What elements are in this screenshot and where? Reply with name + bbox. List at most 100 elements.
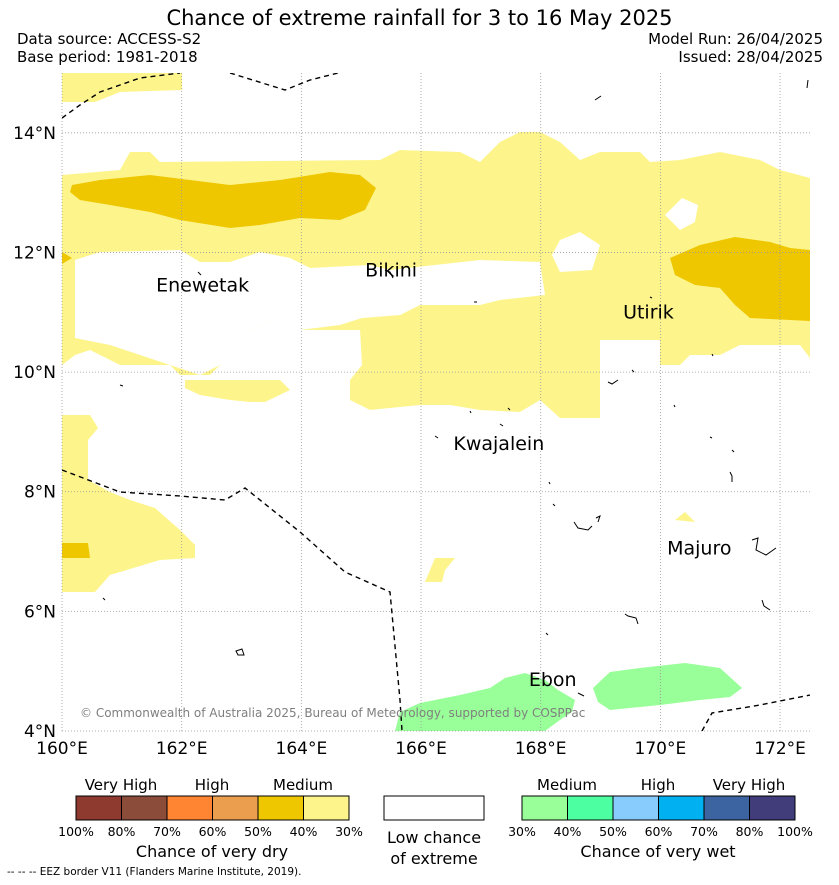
eez-border-south	[62, 469, 403, 731]
legend-dry-tick-label: 80%	[108, 824, 136, 839]
place-label-majuro: Majuro	[667, 538, 731, 560]
issued-label: Issued: 28/04/2025	[678, 48, 823, 66]
y-tick-label: 10°N	[13, 363, 56, 383]
eez-borders	[62, 73, 810, 731]
eez-border-north	[229, 73, 339, 91]
x-tick-labels: 160°E 162°E 164°E 166°E 168°E 170°E 172°E	[36, 739, 806, 759]
island-marker	[499, 423, 504, 427]
meta-right: Model Run: 26/04/2025 Issued: 28/04/2025	[648, 30, 823, 66]
island-marker	[545, 632, 549, 636]
place-labels: Enewetak Bikini Utirik Kwajalein Majuro Ebon	[156, 259, 731, 691]
legend-dry-tick-label: 40%	[290, 824, 318, 839]
dry-50-region-west-edge	[62, 252, 72, 264]
legend-dry-swatch	[257, 795, 304, 821]
island-marker	[197, 271, 202, 276]
legend-wet-swatch	[612, 795, 659, 821]
legend-wet-tick-label: 60%	[645, 824, 673, 839]
legend-dry-swatch	[212, 795, 259, 821]
y-tick-labels: 4°N 6°N 8°N 10°N 12°N 14°N	[13, 124, 56, 742]
island-marker	[761, 599, 771, 611]
island-outlines	[102, 79, 809, 697]
model-run-label: Model Run: 26/04/2025	[648, 30, 823, 48]
place-label-enewetak: Enewetak	[156, 274, 249, 296]
legend-wet-cat-very-high: Very High	[713, 776, 786, 794]
x-tick-label: 172°E	[754, 739, 806, 759]
legend-dry-cat-medium: Medium	[273, 776, 333, 794]
island-marker	[235, 648, 245, 656]
dry-50-region-east	[670, 237, 810, 321]
island-marker	[552, 503, 556, 507]
y-tick-label: 12°N	[13, 243, 56, 263]
dry-medium-region-majuro	[675, 512, 695, 522]
island-marker	[649, 296, 653, 299]
dry-50-region-west-spot	[62, 543, 90, 558]
legend-wet-swatches	[521, 795, 796, 821]
legend-wet-cat-medium: Medium	[537, 776, 597, 794]
legend-low-chance-line2: of extreme	[390, 849, 477, 868]
island-marker	[631, 369, 635, 373]
island-marker	[102, 597, 106, 601]
legend-wet-swatch	[521, 795, 568, 821]
x-tick-label: 170°E	[635, 739, 687, 759]
legend-dry-ticks: 100% 80% 70% 60% 50% 40% 30%	[58, 824, 363, 839]
legend-wet-tick-label: 70%	[690, 824, 718, 839]
place-label-utirik: Utirik	[623, 301, 674, 323]
legend-dry-cat-very-high: Very High	[85, 776, 158, 794]
island-marker	[577, 692, 585, 697]
legend-wet-swatch	[703, 795, 750, 821]
legend-dry: Very High High Medium 100% 80% 70% 60% 50% 40…	[58, 776, 363, 861]
chart-title: Chance of extreme rainfall for 3 to 16 M…	[166, 6, 673, 30]
wet-medium-region-ebon	[395, 673, 575, 731]
y-tick-label: 8°N	[24, 483, 56, 503]
legend-wet: Medium High Very High 30% 40% 50% 60% 70% 80%…	[508, 776, 813, 861]
low-chance-hole-east	[665, 198, 698, 230]
dry-medium-region-band	[185, 380, 290, 402]
legend-wet-tick-label: 30%	[508, 824, 536, 839]
legend-dry-tick-label: 100%	[58, 824, 94, 839]
x-tick-label: 160°E	[36, 739, 88, 759]
dry-medium-region-west	[62, 415, 195, 592]
meta-left: Data source: ACCESS-S2 Base period: 1981…	[17, 30, 201, 66]
legend-wet-cat-high: High	[641, 776, 675, 794]
dry-medium-region-top	[62, 73, 182, 102]
x-tick-label: 168°E	[515, 739, 567, 759]
low-chance-hole-west	[75, 250, 545, 375]
legend-wet-ticks: 30% 40% 50% 60% 70% 80% 100%	[508, 824, 813, 839]
island-marker	[119, 384, 124, 387]
copyright-text: © Commonwealth of Australia 2025, Bureau…	[80, 706, 585, 720]
legend-low-chance-swatch	[383, 795, 485, 821]
low-chance-hole-utirik	[552, 232, 600, 272]
legend-dry-tick-label: 70%	[153, 824, 181, 839]
island-marker	[673, 404, 676, 408]
legend-dry-swatch	[121, 795, 168, 821]
legend-dry-title: Chance of very dry	[136, 842, 288, 861]
rainfall-layer	[62, 73, 810, 731]
island-marker	[507, 407, 511, 411]
island-marker	[548, 481, 551, 485]
eez-border-nw	[62, 73, 181, 119]
island-marker	[624, 613, 639, 625]
wet-medium-region-east	[593, 663, 742, 710]
place-label-bikini: Bikini	[365, 259, 417, 281]
eez-footnote: -- -- -- EEZ border V11 (Flanders Marine…	[7, 866, 302, 878]
island-marker	[202, 289, 206, 294]
x-tick-label: 162°E	[156, 739, 208, 759]
island-marker	[731, 449, 735, 453]
y-tick-label: 4°N	[24, 722, 56, 742]
legend-wet-tick-label: 40%	[554, 824, 582, 839]
legend-dry-swatch	[166, 795, 213, 821]
eez-border-se	[701, 694, 810, 731]
place-label-kwajalein: Kwajalein	[453, 433, 544, 455]
legend-dry-swatch	[75, 795, 122, 821]
island-marker	[573, 521, 593, 531]
legend-dry-swatches	[75, 795, 350, 821]
dry-50-region-north	[70, 172, 376, 228]
legend-dry-tick-label: 60%	[199, 824, 227, 839]
island-marker	[711, 353, 714, 357]
island-marker	[434, 435, 439, 439]
x-tick-label: 164°E	[276, 739, 328, 759]
legend-low-chance-line1: Low chance	[387, 828, 481, 847]
place-label-ebon: Ebon	[529, 669, 577, 691]
legend-wet-swatch	[749, 795, 796, 821]
legend-low-chance: Low chance of extreme	[383, 795, 485, 868]
